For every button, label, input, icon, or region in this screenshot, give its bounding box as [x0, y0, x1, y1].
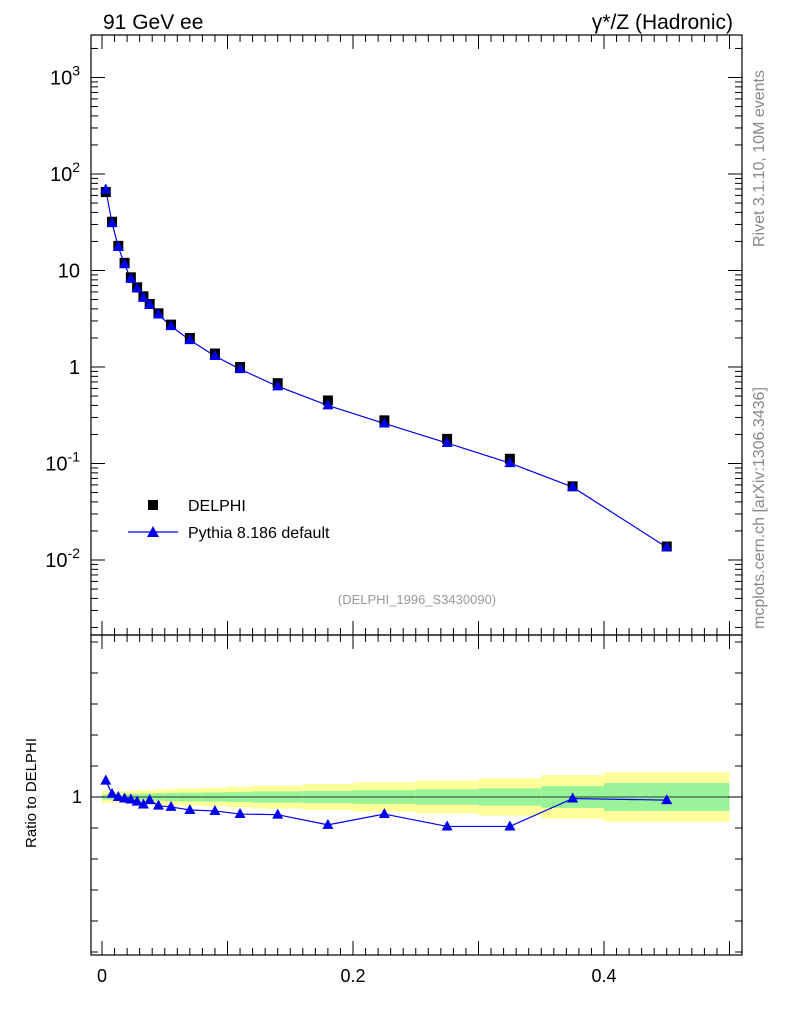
ratio-point [106, 787, 118, 798]
ratio-point [209, 804, 221, 815]
mc-point [144, 298, 156, 309]
x-tick-label-0.2: 0.2 [340, 966, 365, 986]
mc-point [137, 291, 149, 302]
mc-point [112, 241, 124, 252]
main-panel-ticks [91, 35, 742, 635]
ratio-point [567, 792, 579, 803]
ratio-panel-frame [90, 634, 743, 956]
x-tick-label-0.4: 0.4 [591, 966, 616, 986]
ratio-point [137, 798, 149, 809]
analysis-ref-label: (DELPHI_1996_S3430090) [338, 592, 496, 607]
legend-data-label: DELPHI [188, 498, 246, 515]
y-tick-label: 1 [69, 357, 80, 379]
y-tick-label: 10 [58, 261, 80, 283]
y-tick-label: 10-1 [45, 449, 80, 476]
ratio-point [661, 794, 673, 805]
ratio-point [322, 818, 334, 829]
ratio-point [112, 791, 124, 801]
ratio-point [378, 808, 390, 819]
mc-point [504, 457, 516, 468]
mc-point [106, 217, 118, 228]
ratio-point [234, 808, 246, 819]
header-left-label: 91 GeV ee [103, 11, 203, 34]
ratio-point [144, 794, 156, 805]
mc-point [100, 183, 112, 194]
legend-mc-label: Pythia 8.186 default [188, 525, 330, 542]
ratio-point [125, 793, 137, 804]
legend: DELPHI Pythia 8.186 default [128, 498, 330, 542]
ratio-point [441, 820, 453, 831]
ratio-point [165, 800, 177, 811]
header-right-label: γ*/Z (Hadronic) [592, 11, 733, 34]
mc-point [661, 541, 673, 552]
mc-point [272, 380, 284, 391]
y-tick-label: 102 [50, 159, 80, 186]
main-y-tick-labels: 10-2 10-1 1 10 102 103 [45, 63, 80, 573]
ratio-point [131, 795, 143, 806]
ratio-mc-points [100, 774, 673, 831]
mc-point [125, 272, 137, 283]
ratio-point [152, 799, 164, 810]
ratio-y-axis-label: Ratio to DELPHI [23, 738, 40, 848]
mc-point [441, 437, 453, 448]
mc-point [165, 320, 177, 331]
mc-point [234, 363, 246, 374]
mc-series-line [105, 189, 668, 548]
mc-series-points [100, 183, 673, 552]
mc-point [567, 481, 579, 492]
ratio-point [100, 774, 112, 785]
ratio-point [272, 808, 284, 819]
ratio-point [184, 804, 196, 815]
y-tick-label: 10-2 [45, 545, 80, 572]
mc-point [378, 417, 390, 428]
y-tick-label: 103 [50, 63, 80, 90]
mc-point [209, 350, 221, 361]
ratio-point [504, 820, 516, 831]
mc-point [152, 308, 164, 319]
x-tick-label-0: 0 [97, 966, 107, 986]
mc-point [119, 258, 131, 269]
mcplots-label: mcplots.cern.ch [arXiv:1306.3436] [751, 387, 768, 629]
data-series-points [100, 187, 672, 552]
ratio-y-tick-label-1: 1 [72, 787, 82, 807]
rivet-label: Rivet 3.1.10, 10M events [751, 70, 768, 247]
mc-point [131, 282, 143, 293]
legend-mc-marker [147, 526, 159, 537]
legend-data-marker [148, 500, 158, 510]
mc-point [322, 399, 334, 410]
mc-point [184, 334, 196, 345]
